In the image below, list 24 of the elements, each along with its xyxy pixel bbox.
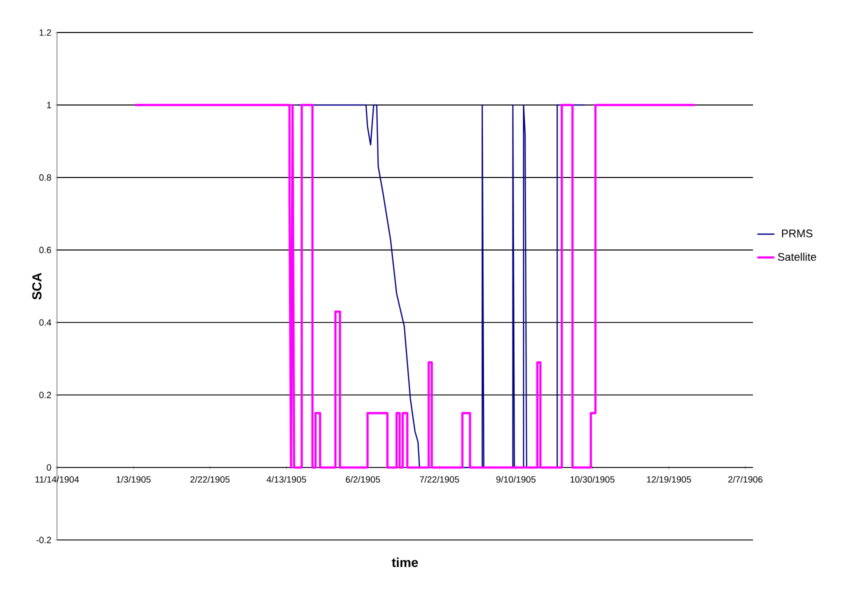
x-tick-label: 4/13/1905 [266, 476, 306, 483]
x-tick-label: 9/10/1905 [496, 476, 536, 483]
legend-label: PRMS [782, 230, 812, 238]
y-tick-label: 1.2 [40, 29, 52, 36]
y-tick-label: 0.4 [39, 319, 52, 326]
y-axis-title: SCA [32, 272, 42, 300]
x-tick-label: 2/22/1905 [190, 476, 230, 483]
x-tick-label: 1/3/1905 [116, 476, 151, 483]
x-tick-label: 10/30/1905 [570, 476, 615, 483]
x-tick-label: 11/14/1904 [36, 476, 79, 483]
line-series [134, 104, 696, 469]
y-tick-label: -0.2 [36, 536, 52, 544]
line-series [296, 104, 586, 468]
y-tick-label: 0.2 [39, 392, 52, 398]
x-tick-label: 6/2/1905 [346, 476, 380, 483]
x-tick-label: 7/22/1905 [420, 476, 460, 483]
legend-label: Satellite [778, 252, 816, 261]
x-axis-title: time [392, 558, 418, 568]
x-tick-label: 12/19/1905 [647, 476, 692, 483]
y-tick-label: 0 [46, 464, 52, 471]
x-tick-label: 2/7/1906 [728, 476, 762, 483]
y-tick-label: 0.6 [39, 246, 52, 254]
y-tick-label: 1 [47, 102, 52, 108]
y-tick-label: 0.8 [39, 174, 52, 181]
